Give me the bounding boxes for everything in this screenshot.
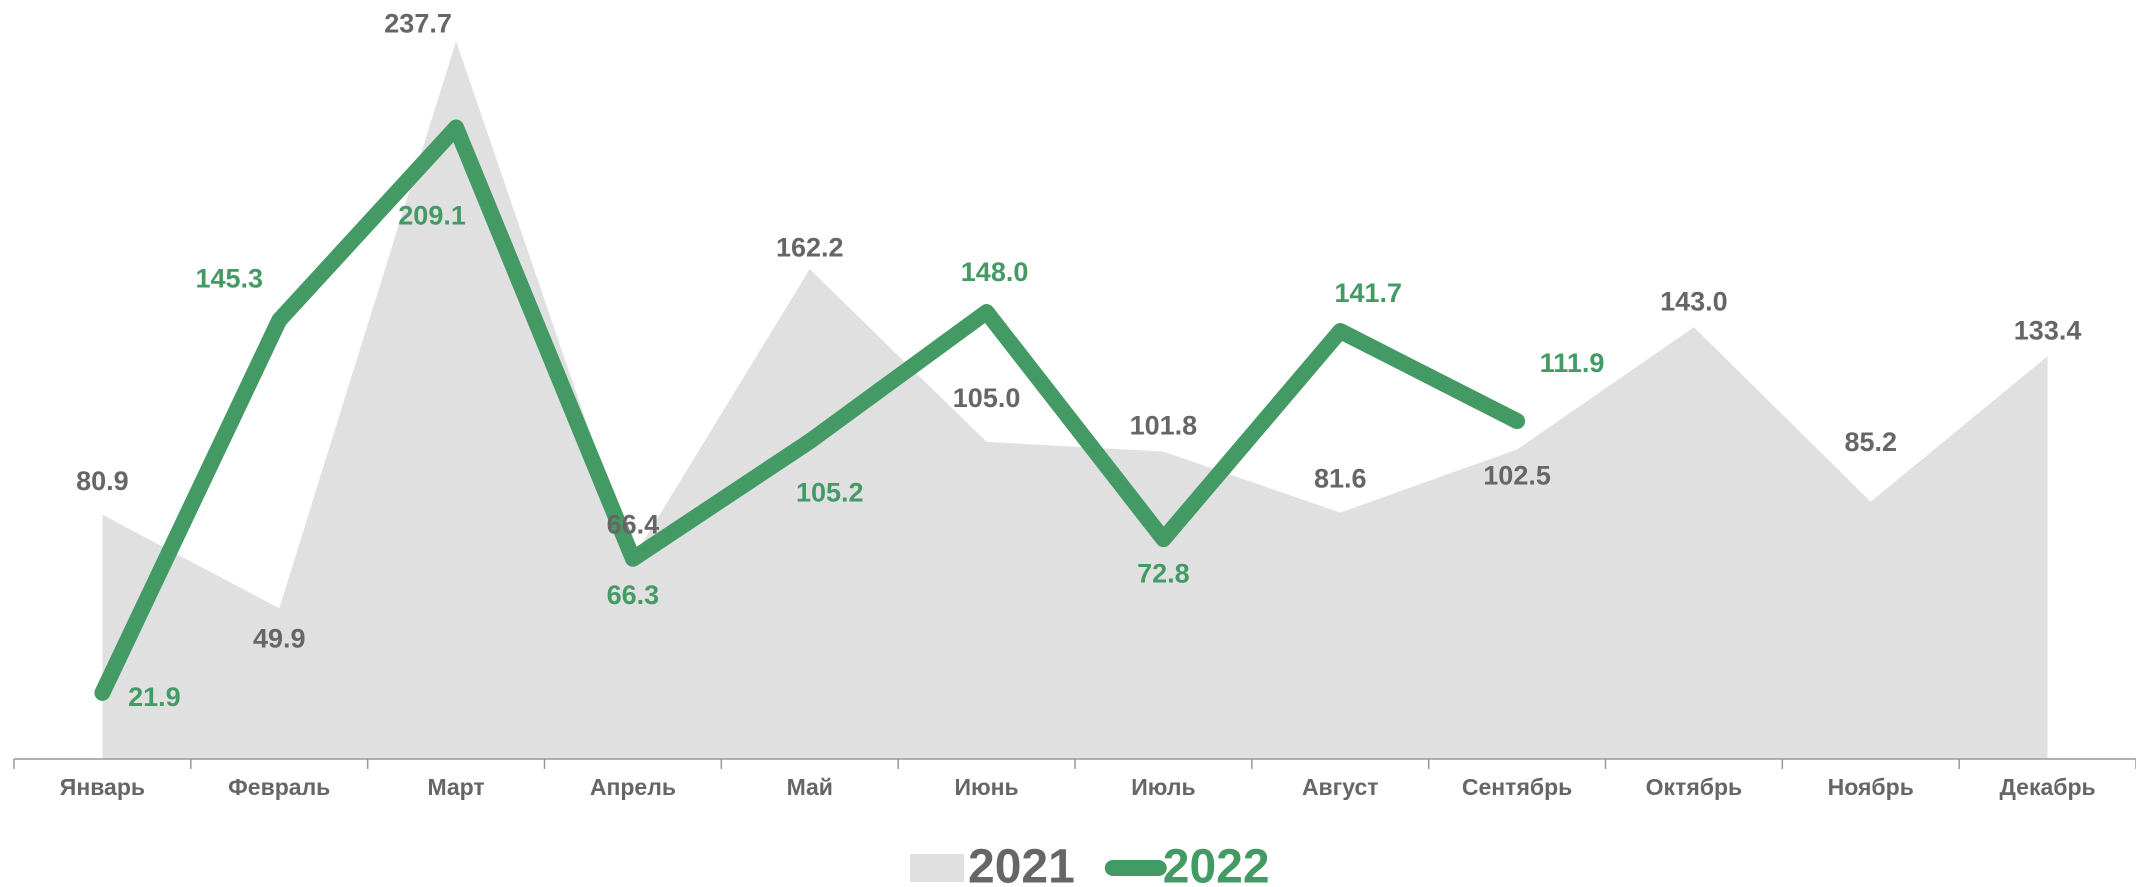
x-tick-label: Февраль xyxy=(228,774,330,800)
data-label: 133.4 xyxy=(2014,315,2082,345)
x-tick-label: Январь xyxy=(60,774,145,800)
x-tick-label: Июль xyxy=(1131,774,1195,800)
x-tick-label: Май xyxy=(787,774,833,800)
x-tick-label: Октябрь xyxy=(1646,774,1742,800)
line xyxy=(94,119,1526,701)
legend-swatch xyxy=(910,854,964,882)
x-tick-label: Сентябрь xyxy=(1462,774,1572,800)
x-tick-label: Ноябрь xyxy=(1828,774,1914,800)
legend-label: 2022 xyxy=(1163,841,1270,887)
data-label: 21.9 xyxy=(128,682,181,712)
data-label: 49.9 xyxy=(253,623,306,653)
x-tick-label: Август xyxy=(1302,774,1379,800)
x-tick-label: Апрель xyxy=(590,774,676,800)
data-label: 105.2 xyxy=(796,477,864,507)
data-label: 102.5 xyxy=(1483,461,1551,491)
legend-label: 2021 xyxy=(968,841,1075,887)
data-label: 101.8 xyxy=(1130,411,1198,441)
data-label: 237.7 xyxy=(384,8,452,38)
data-label: 148.0 xyxy=(961,257,1029,287)
x-tick-label: Март xyxy=(427,774,484,800)
data-label: 209.1 xyxy=(398,201,466,231)
data-label: 143.0 xyxy=(1660,286,1728,316)
data-label: 111.9 xyxy=(1540,348,1605,378)
data-label: 72.8 xyxy=(1137,558,1190,588)
data-label: 141.7 xyxy=(1334,278,1402,308)
data-label: 81.6 xyxy=(1314,464,1367,494)
data-label: 85.2 xyxy=(1844,427,1897,457)
data-label: 66.4 xyxy=(607,510,660,540)
data-label: 145.3 xyxy=(195,263,263,293)
data-label: 80.9 xyxy=(76,466,129,496)
x-tick-label: Июнь xyxy=(954,774,1018,800)
data-label: 162.2 xyxy=(776,232,844,262)
area xyxy=(102,41,2048,760)
x-tick-label: Декабрь xyxy=(2000,774,2096,800)
data-label: 66.3 xyxy=(607,580,660,610)
data-label: 105.0 xyxy=(953,383,1021,413)
